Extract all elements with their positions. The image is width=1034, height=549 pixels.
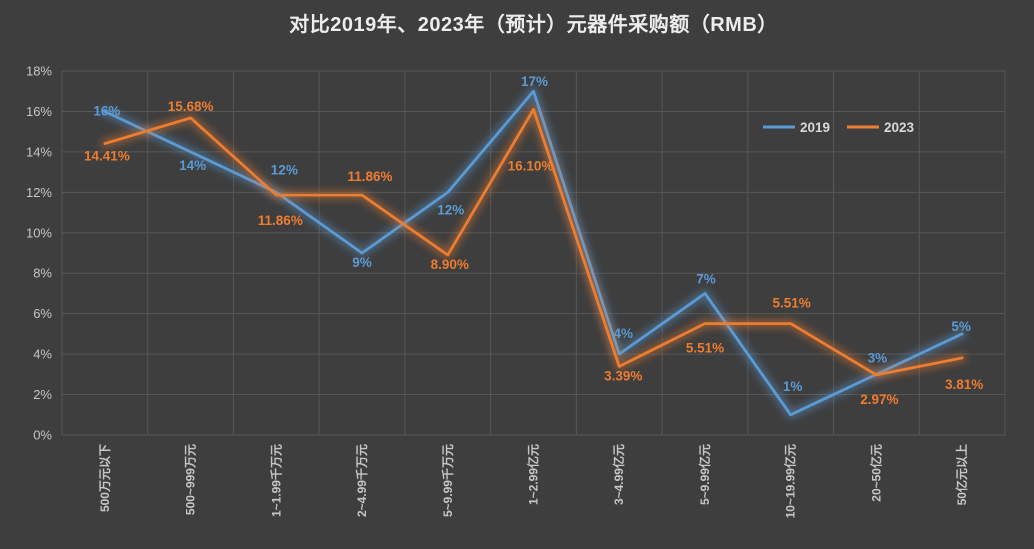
- y-tick-label: 8%: [33, 266, 52, 281]
- data-label: 2.97%: [860, 392, 898, 407]
- x-category-label: 5~9.99亿元: [697, 444, 712, 505]
- data-label: 12%: [437, 202, 464, 217]
- y-tick-label: 4%: [33, 347, 52, 362]
- x-category-label: 50亿元以上: [954, 444, 969, 505]
- x-category-label: 20~50亿元: [868, 444, 883, 502]
- data-label: 15.68%: [168, 99, 214, 114]
- data-label: 5.51%: [686, 341, 724, 356]
- x-category-label: 5~9.99千万元: [440, 444, 455, 517]
- data-label: 1%: [783, 379, 803, 394]
- y-tick-label: 16%: [26, 104, 52, 119]
- data-labels-2023: 14.41% 15.68% 11.86% 11.86% 8.90% 16.10% 3.39%…: [84, 99, 983, 407]
- data-label: 14%: [179, 158, 206, 173]
- y-axis: 0% 2% 4% 6% 8% 10% 12% 14% 16% 18%: [26, 64, 52, 443]
- data-label: 4%: [613, 326, 633, 341]
- x-category-label: 1~2.99亿元: [526, 444, 541, 505]
- series-2023: [100, 104, 967, 380]
- data-label: 3%: [868, 350, 888, 365]
- y-tick-label: 6%: [33, 306, 52, 321]
- legend: 2019 2023: [763, 120, 915, 135]
- y-tick-label: 18%: [26, 64, 52, 79]
- y-tick-label: 0%: [33, 428, 52, 443]
- series-line-2019: [103, 89, 964, 417]
- y-tick-label: 14%: [26, 144, 52, 159]
- data-label: 8.90%: [431, 257, 469, 272]
- data-label: 16%: [93, 103, 120, 118]
- x-category-label: 2~4.99千万元: [354, 444, 369, 517]
- x-category-label: 10~19.99亿元: [783, 444, 798, 518]
- data-label: 11.86%: [348, 169, 393, 184]
- data-labels-2019: 16% 14% 12% 9% 12% 17% 4% 7% 1% 3% 5%: [93, 74, 971, 394]
- x-category-label: 500万元以下: [98, 444, 112, 512]
- data-label: 3.39%: [604, 368, 642, 383]
- x-category-label: 3~4.99亿元: [611, 444, 626, 505]
- series-2019: [100, 86, 967, 420]
- data-label: 12%: [271, 162, 298, 177]
- y-tick-label: 12%: [26, 185, 52, 200]
- legend-label: 2019: [800, 120, 830, 135]
- y-tick-label: 2%: [33, 387, 52, 402]
- data-label: 16.10%: [508, 158, 554, 173]
- y-tick-label: 10%: [26, 225, 52, 240]
- legend-item-2019: 2019: [763, 120, 830, 135]
- chart-title: 对比2019年、2023年（预计）元器件采购额（RMB）: [289, 14, 778, 36]
- data-label: 3.81%: [945, 377, 983, 392]
- x-category-label: 1~1.99千万元: [268, 444, 283, 517]
- series-line-2023: [103, 108, 964, 377]
- data-label: 5.51%: [773, 296, 811, 311]
- data-label: 9%: [352, 255, 372, 270]
- legend-label: 2023: [884, 120, 915, 135]
- data-label: 7%: [696, 271, 716, 286]
- data-label: 11.86%: [258, 213, 303, 228]
- data-label: 17%: [521, 74, 548, 89]
- data-label: 5%: [951, 319, 971, 334]
- x-category-label: 500~999万元: [184, 444, 198, 515]
- x-axis: 500万元以下 500~999万元 1~1.99千万元 2~4.99千万元 5~9.99…: [98, 444, 969, 518]
- legend-item-2023: 2023: [847, 120, 915, 135]
- data-label: 14.41%: [84, 149, 130, 164]
